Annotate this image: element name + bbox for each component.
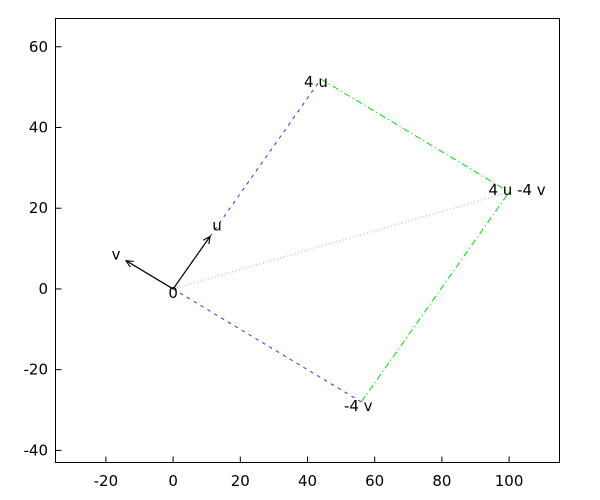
x-axis-tick-label: 80 — [432, 472, 451, 490]
x-axis-tick-label: -20 — [94, 472, 119, 490]
series-line-4u-to-sum — [320, 78, 510, 193]
series-line-vector-v — [124, 260, 174, 290]
y-axis-tick-label: 20 — [29, 199, 48, 217]
point-label-4-u--4-v: 4 u -4 v — [489, 181, 546, 199]
point-label--4-v: -4 v — [344, 397, 373, 415]
y-axis-tick-label: -40 — [24, 441, 49, 459]
series-line-minus4v-to-sum — [360, 191, 510, 403]
y-axis-tick-label: 40 — [29, 118, 48, 136]
series-line-vector-u — [172, 235, 211, 290]
x-axis-tick-label: 40 — [298, 472, 317, 490]
point-label-4-u: 4 u — [304, 73, 328, 91]
point-label-0: 0 — [168, 284, 178, 302]
point-label-v: v — [112, 246, 121, 264]
x-axis-tick-label: 60 — [365, 472, 384, 490]
series-line-origin-to-minus4v — [172, 288, 362, 403]
x-axis-tick-label: 20 — [231, 472, 250, 490]
y-axis-tick-label: -20 — [24, 361, 49, 379]
series-line-origin-to-sum-diagonal — [172, 191, 510, 290]
x-axis-tick-label: 0 — [168, 472, 178, 490]
point-label-u: u — [212, 216, 222, 234]
y-axis-tick-label: 60 — [29, 38, 48, 56]
y-axis-tick-label: 0 — [38, 280, 48, 298]
x-axis-tick-label: 100 — [495, 472, 524, 490]
